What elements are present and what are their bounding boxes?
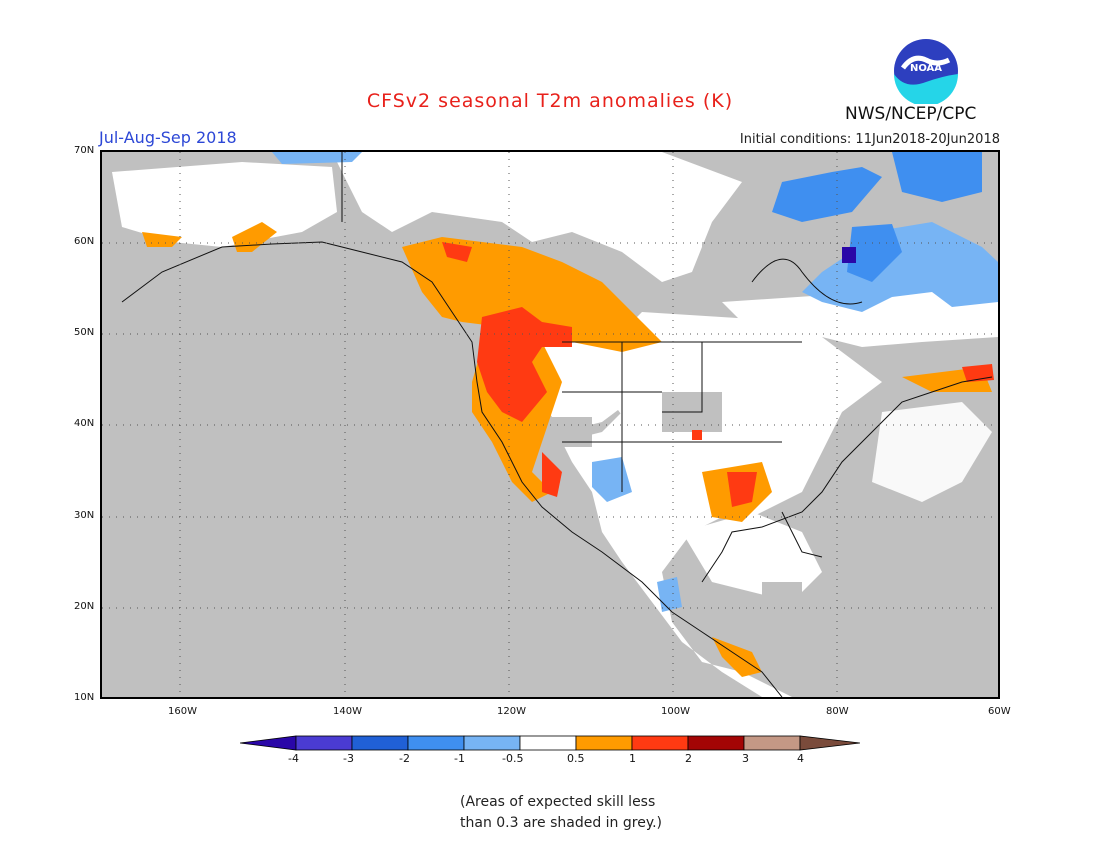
lon-label: 160W <box>168 706 197 717</box>
skill-note-line: (Areas of expected skill less <box>460 794 656 810</box>
legend-tick: -3 <box>343 752 354 765</box>
lon-label: 100W <box>661 706 690 717</box>
legend-tick: -0.5 <box>502 752 524 765</box>
agency-label: NWS/NCEP/CPC <box>845 104 977 124</box>
legend-tick: -1 <box>454 752 465 765</box>
legend-swatch <box>799 735 860 751</box>
color-legend-labels: -4 -3 -2 -1 -0.5 0.5 1 2 3 4 <box>240 752 860 768</box>
legend-tick: 4 <box>797 752 804 765</box>
legend-swatch <box>575 735 633 751</box>
legend-tick: -4 <box>288 752 299 765</box>
legend-tick: 1 <box>629 752 636 765</box>
legend-tick: 3 <box>742 752 749 765</box>
lon-label: 60W <box>988 706 1011 717</box>
low-skill-areas <box>532 242 882 612</box>
map-title: CFSv2 seasonal T2m anomalies (K) <box>366 90 734 112</box>
lat-label: 50N <box>74 327 95 338</box>
legend-tick: 2 <box>685 752 692 765</box>
legend-swatch <box>463 735 521 751</box>
legend-swatch <box>743 735 801 751</box>
lat-label: 10N <box>74 692 95 703</box>
svg-text:NOAA: NOAA <box>910 63 942 74</box>
legend-swatch <box>351 735 409 751</box>
lat-label: 20N <box>74 601 95 612</box>
gridlines <box>102 152 998 697</box>
lat-label: 70N <box>74 145 95 156</box>
map-canvas <box>102 152 998 697</box>
color-legend <box>240 735 860 751</box>
anomaly-map <box>100 150 1000 699</box>
legend-swatch <box>687 735 745 751</box>
season-label: Jul-Aug-Sep 2018 <box>99 128 237 147</box>
legend-swatch <box>407 735 465 751</box>
initial-conditions-label: Initial conditions: 11Jun2018-20Jun2018 <box>739 132 1000 147</box>
lat-label: 40N <box>74 418 95 429</box>
lon-label: 80W <box>826 706 849 717</box>
legend-tick: -2 <box>399 752 410 765</box>
legend-swatch <box>519 735 577 751</box>
legend-swatch <box>295 735 353 751</box>
noaa-logo-icon: NOAA <box>894 39 958 104</box>
skill-note: (Areas of expected skill less than 0.3 a… <box>460 792 740 834</box>
legend-swatch <box>631 735 689 751</box>
legend-swatch <box>240 735 297 751</box>
lat-label: 30N <box>74 510 95 521</box>
lon-label: 140W <box>333 706 362 717</box>
skill-note-line: than 0.3 are shaded in grey.) <box>460 815 663 831</box>
lat-label: 60N <box>74 236 95 247</box>
positive-anomaly-1-2K <box>442 242 994 507</box>
legend-tick: 0.5 <box>567 752 585 765</box>
negative-anomaly-areas <box>272 152 998 612</box>
lon-label: 120W <box>497 706 526 717</box>
